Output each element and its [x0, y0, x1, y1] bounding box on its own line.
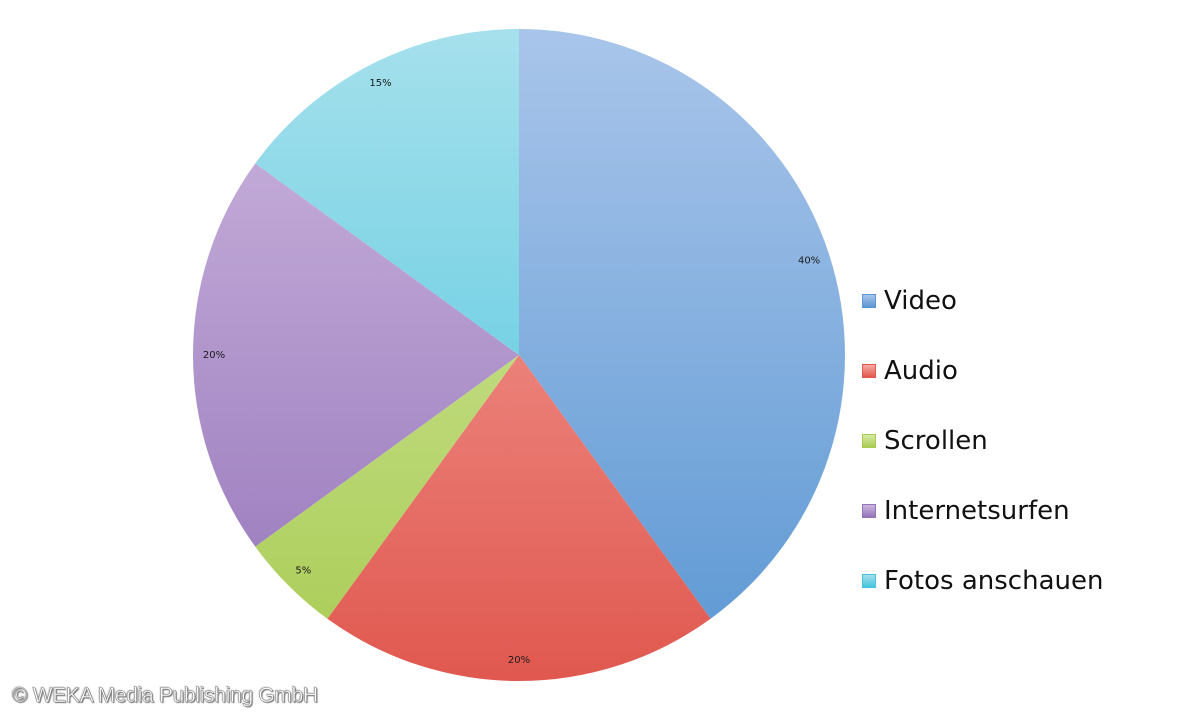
legend-swatch — [862, 574, 876, 588]
legend-item-internetsurfen: Internetsurfen — [862, 476, 1103, 546]
legend-label: Video — [884, 286, 957, 316]
data-label-scrollen: 5% — [295, 566, 311, 577]
legend-item-audio: Audio — [862, 336, 1103, 406]
legend-swatch — [862, 504, 876, 518]
data-label-audio: 20% — [508, 655, 530, 666]
legend-swatch — [862, 364, 876, 378]
data-label-internetsurfen: 20% — [203, 350, 225, 361]
legend-swatch — [862, 294, 876, 308]
legend-item-fotos-anschauen: Fotos anschauen — [862, 546, 1103, 616]
pie-data-labels: 40% 20% 5% 20% 15% — [203, 78, 820, 666]
pie-slice-scrollen — [255, 355, 520, 619]
legend-label: Audio — [884, 356, 958, 386]
pie-slice-video — [519, 29, 846, 619]
legend-label: Fotos anschauen — [884, 566, 1104, 596]
data-label-fotos-anschauen: 15% — [369, 78, 391, 89]
pie-slice-fotos-anschauen — [255, 29, 520, 355]
copyright-watermark: © WEKA Media Publishing GmbH — [12, 684, 319, 708]
legend-label: Scrollen — [884, 426, 988, 456]
pie-slices — [193, 29, 846, 681]
pie-slice-audio — [327, 355, 711, 681]
legend-item-video: Video — [862, 266, 1103, 336]
data-label-video: 40% — [798, 256, 820, 267]
legend-swatch — [862, 434, 876, 448]
legend: Video Audio Scrollen Internetsurfen Fotos an… — [862, 266, 1103, 616]
legend-label: Internetsurfen — [884, 496, 1070, 526]
pie-slice-internetsurfen — [193, 163, 519, 547]
legend-item-scrollen: Scrollen — [862, 406, 1103, 476]
